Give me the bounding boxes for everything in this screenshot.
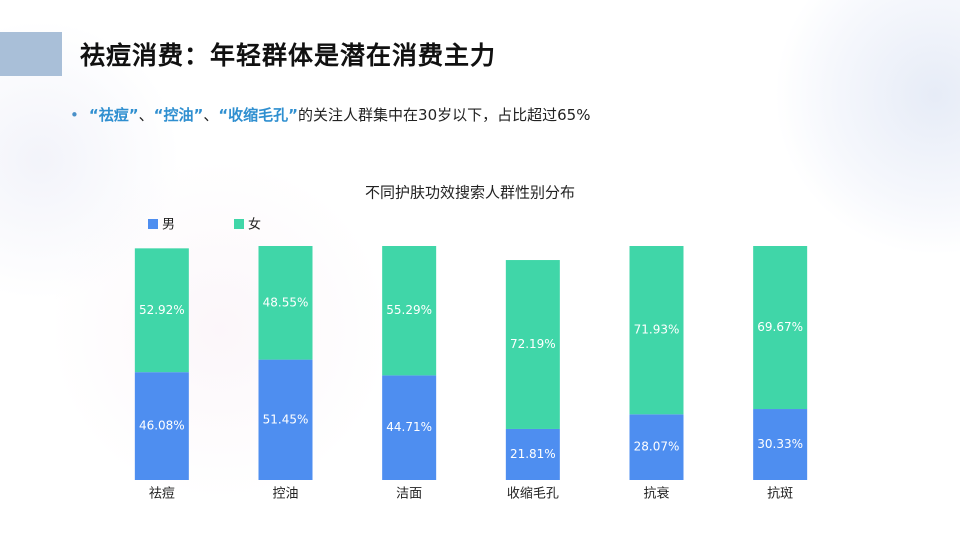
legend-label: 男 bbox=[162, 218, 175, 233]
chart-title: 不同护肤功效搜索人群性别分布 bbox=[365, 184, 575, 202]
bar-segment bbox=[753, 409, 808, 480]
bullet-text: 、 bbox=[138, 106, 154, 124]
bullet-dot: • bbox=[70, 106, 79, 124]
value-label: 71.93% bbox=[634, 323, 680, 337]
value-label: 48.55% bbox=[263, 295, 309, 309]
value-label: 55.29% bbox=[386, 303, 432, 317]
bar-segment bbox=[382, 375, 437, 480]
legend-swatch bbox=[234, 219, 244, 229]
value-label: 21.81% bbox=[510, 447, 556, 461]
legend-swatch bbox=[148, 219, 158, 229]
x-tick-label: 抗斑 bbox=[767, 487, 793, 502]
bar-segment bbox=[134, 372, 189, 480]
title-accent bbox=[0, 32, 62, 76]
x-tick-label: 洁面 bbox=[396, 487, 422, 502]
value-label: 28.07% bbox=[634, 440, 680, 454]
bullet-text: 的关注人群集中在30岁以下，占比超过65% bbox=[298, 106, 591, 124]
value-label: 69.67% bbox=[757, 320, 803, 334]
bar-segment bbox=[258, 359, 313, 480]
value-label: 52.92% bbox=[139, 303, 185, 317]
x-tick-label: 收缩毛孔 bbox=[507, 486, 559, 502]
bullet: • “祛痘”、“控油”、“收缩毛孔”的关注人群集中在30岁以下，占比超过65% bbox=[70, 104, 590, 125]
value-label: 30.33% bbox=[757, 437, 803, 451]
bar-segment bbox=[258, 246, 313, 360]
bullet-text: “收缩毛孔” bbox=[218, 106, 299, 124]
bullet-text: “祛痘” bbox=[88, 106, 139, 124]
value-label: 51.45% bbox=[263, 412, 309, 426]
value-label: 46.08% bbox=[139, 419, 185, 433]
bullet-text: “控油” bbox=[153, 106, 204, 124]
bar-segment bbox=[505, 428, 560, 480]
bar-segment bbox=[629, 246, 684, 415]
bar-segment bbox=[753, 246, 808, 410]
x-tick-label: 祛痘 bbox=[149, 486, 175, 502]
slide-title: 祛痘消费：年轻群体是潜在消费主力 bbox=[80, 41, 497, 70]
bullet-text: 、 bbox=[203, 106, 219, 124]
value-label: 44.71% bbox=[386, 420, 432, 434]
x-tick-label: 控油 bbox=[272, 487, 298, 502]
x-tick-label: 抗衰 bbox=[643, 486, 669, 502]
bar-segment bbox=[134, 248, 189, 373]
bar-segment bbox=[505, 260, 560, 429]
value-label: 72.19% bbox=[510, 337, 556, 351]
bar-segment bbox=[629, 414, 684, 480]
legend-label: 女 bbox=[248, 217, 261, 233]
bar-segment bbox=[382, 246, 437, 376]
